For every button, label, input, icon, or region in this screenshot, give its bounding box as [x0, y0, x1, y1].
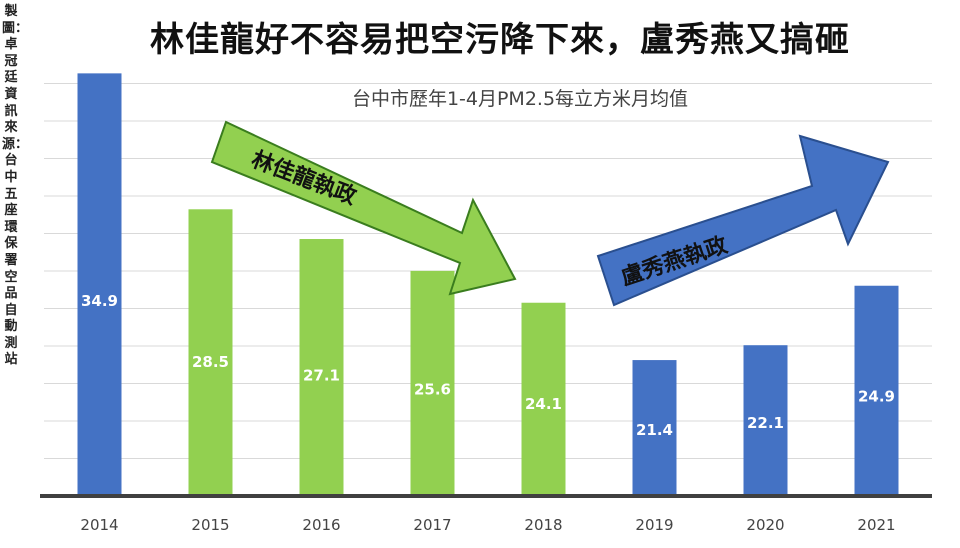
x-tick-label: 2018 — [524, 516, 562, 534]
bar-2017 — [410, 270, 455, 496]
side-credit: 製圖：卓冠廷 資訊來源：台中五座環保署空品自動測站 — [2, 4, 31, 368]
x-tick-label: 2014 — [80, 516, 118, 534]
bar-value-label: 24.9 — [858, 387, 895, 405]
bar-value-label: 28.5 — [192, 353, 229, 371]
x-tick-label: 2017 — [413, 516, 451, 534]
chart-subtitle: 台中市歷年1-4月PM2.5每立方米月均值 — [351, 88, 689, 110]
x-tick-label: 2020 — [746, 516, 784, 534]
bar-2021 — [854, 285, 899, 496]
bar-2020 — [743, 345, 788, 496]
bar-2016 — [299, 239, 344, 496]
bars: 34.9 28.5 27.1 25.6 24.1 21.4 22.1 24.9 — [77, 73, 899, 497]
bar-value-label: 22.1 — [747, 414, 784, 432]
bar-2018 — [521, 302, 566, 496]
x-tick-label: 2021 — [857, 516, 895, 534]
bar-value-label: 24.1 — [525, 395, 562, 413]
bar-value-label: 21.4 — [636, 421, 673, 439]
x-tick-label: 2016 — [302, 516, 340, 534]
chart-title: 林佳龍好不容易把空污降下來，盧秀燕又搞砸 — [150, 20, 850, 60]
bar-value-label: 34.9 — [81, 292, 118, 310]
bar-value-label: 27.1 — [303, 366, 340, 384]
x-tick-labels: 2014 2015 2016 2017 2018 2019 2020 2021 — [80, 516, 895, 534]
x-tick-label: 2019 — [635, 516, 673, 534]
arrow-right-term: 盧秀燕執政 — [596, 134, 890, 307]
bar-value-label: 25.6 — [414, 381, 451, 399]
arrow-right-shape — [596, 134, 890, 307]
bar-2014 — [77, 73, 122, 496]
bar-2019 — [632, 360, 677, 496]
bar-2015 — [188, 209, 233, 497]
arrow-left-term: 林佳龍執政 — [210, 120, 517, 296]
gridlines — [44, 83, 932, 497]
x-tick-label: 2015 — [191, 516, 229, 534]
arrow-left-shape — [210, 120, 517, 296]
